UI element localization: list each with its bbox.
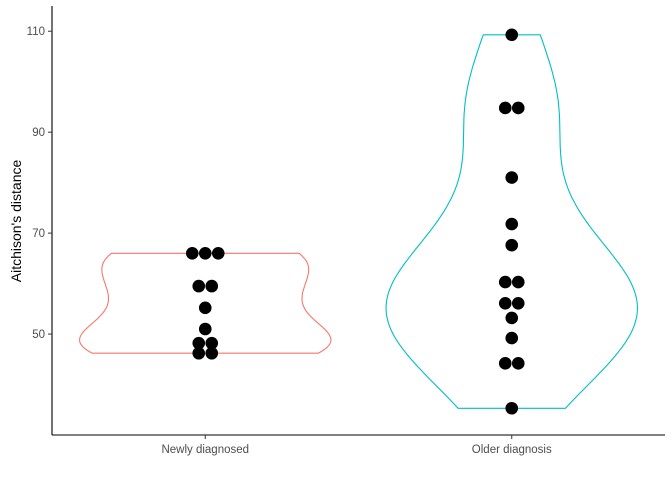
y-tick-label: 50 (32, 329, 45, 341)
data-point (512, 276, 525, 289)
data-point (192, 337, 205, 350)
data-point (512, 357, 525, 370)
data-point (199, 323, 212, 336)
data-point (505, 239, 518, 252)
y-tick-label: 90 (32, 127, 45, 139)
data-point (505, 171, 518, 184)
data-point (205, 337, 218, 350)
data-point (505, 218, 518, 231)
x-axis-ticks: Newly diagnosed Older diagnosis (161, 435, 551, 456)
y-axis-ticks: 50 70 90 110 (27, 26, 52, 341)
data-point (199, 247, 212, 260)
data-point (505, 28, 518, 41)
x-tick-label: Newly diagnosed (161, 444, 249, 456)
data-point (192, 280, 205, 293)
data-point (499, 297, 512, 310)
x-tick-label: Older diagnosis (472, 444, 552, 456)
data-point (499, 102, 512, 115)
data-point (512, 297, 525, 310)
data-point (499, 276, 512, 289)
violin-layer (80, 35, 638, 409)
y-tick-label: 70 (32, 228, 45, 240)
data-point (199, 302, 212, 315)
data-point (212, 247, 225, 260)
data-point (505, 332, 518, 345)
dot-layer (186, 28, 525, 414)
y-axis-title: Aitchison's distance (8, 160, 24, 283)
data-point (505, 402, 518, 415)
data-point (512, 102, 525, 115)
data-point (186, 247, 199, 260)
data-point (499, 357, 512, 370)
data-point (505, 312, 518, 325)
data-point (205, 280, 218, 293)
y-tick-label: 110 (27, 26, 45, 38)
